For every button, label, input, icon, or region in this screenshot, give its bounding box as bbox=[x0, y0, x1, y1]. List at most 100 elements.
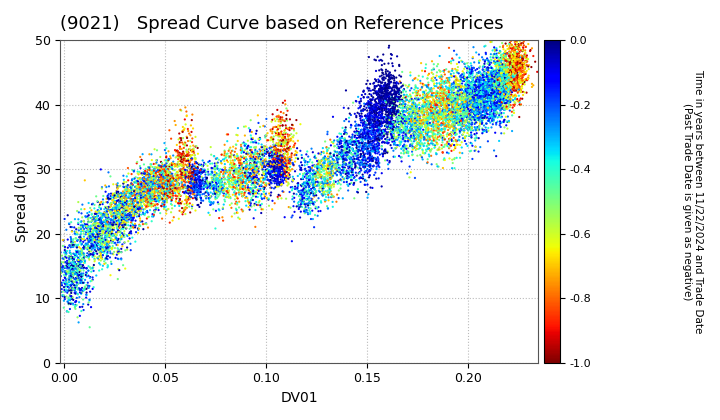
Point bbox=[485, 83, 497, 89]
Point bbox=[277, 131, 289, 138]
Point bbox=[58, 259, 69, 266]
Point bbox=[435, 78, 446, 84]
Point bbox=[140, 182, 152, 189]
Point bbox=[94, 245, 105, 252]
Point bbox=[469, 116, 480, 123]
Point bbox=[341, 149, 353, 155]
Point bbox=[511, 60, 523, 67]
Point bbox=[489, 90, 500, 97]
Point bbox=[391, 120, 402, 126]
Point bbox=[119, 191, 130, 197]
Point bbox=[454, 120, 465, 126]
Point bbox=[359, 131, 371, 137]
Point bbox=[182, 158, 194, 164]
Point bbox=[510, 72, 522, 79]
Point bbox=[410, 87, 422, 94]
Point bbox=[158, 184, 169, 191]
Point bbox=[149, 188, 161, 195]
Point bbox=[331, 152, 343, 159]
Point bbox=[352, 150, 364, 157]
Point bbox=[492, 73, 503, 80]
Point bbox=[505, 54, 517, 61]
Point bbox=[513, 55, 524, 62]
Point bbox=[268, 177, 279, 184]
Point bbox=[428, 118, 439, 125]
Point bbox=[270, 171, 282, 177]
Point bbox=[144, 166, 156, 173]
Point bbox=[192, 183, 203, 190]
Point bbox=[77, 227, 89, 234]
Point bbox=[518, 64, 529, 71]
Point bbox=[405, 91, 416, 98]
Point bbox=[362, 134, 374, 141]
Point bbox=[67, 270, 78, 277]
Point bbox=[76, 249, 88, 256]
Point bbox=[122, 182, 133, 189]
Point bbox=[508, 83, 519, 90]
Point bbox=[181, 167, 193, 174]
Point bbox=[89, 244, 100, 251]
Point bbox=[433, 116, 444, 123]
Point bbox=[114, 209, 125, 215]
Point bbox=[145, 186, 157, 193]
Point bbox=[391, 144, 402, 151]
Point bbox=[76, 250, 87, 257]
Point bbox=[73, 260, 85, 267]
Point bbox=[67, 254, 78, 260]
Point bbox=[446, 116, 458, 123]
Point bbox=[87, 245, 99, 252]
Point bbox=[480, 83, 491, 89]
Point bbox=[357, 131, 369, 138]
Point bbox=[374, 134, 386, 141]
Point bbox=[354, 134, 366, 141]
Point bbox=[451, 94, 463, 101]
Point bbox=[448, 97, 459, 104]
Point bbox=[270, 152, 282, 158]
Point bbox=[194, 168, 206, 175]
Point bbox=[423, 116, 434, 123]
Point bbox=[381, 109, 392, 116]
Point bbox=[464, 94, 475, 101]
Point bbox=[510, 45, 521, 51]
Point bbox=[482, 101, 494, 108]
Point bbox=[156, 195, 168, 202]
Point bbox=[98, 219, 109, 226]
Point bbox=[482, 90, 494, 97]
Point bbox=[514, 38, 526, 45]
Point bbox=[331, 157, 343, 163]
Point bbox=[309, 163, 320, 170]
Point bbox=[513, 78, 525, 85]
Point bbox=[331, 163, 343, 170]
Point bbox=[264, 150, 275, 157]
Point bbox=[163, 182, 174, 189]
Point bbox=[523, 41, 534, 47]
Point bbox=[377, 98, 388, 105]
Point bbox=[340, 124, 351, 131]
Point bbox=[223, 176, 235, 183]
Point bbox=[513, 84, 525, 91]
Point bbox=[475, 75, 487, 82]
Point bbox=[510, 54, 522, 60]
Point bbox=[235, 159, 246, 166]
Point bbox=[448, 113, 459, 119]
Point bbox=[322, 147, 333, 154]
Point bbox=[442, 102, 454, 108]
Point bbox=[486, 86, 498, 92]
Point bbox=[371, 110, 382, 117]
Point bbox=[436, 81, 447, 88]
Point bbox=[467, 68, 479, 75]
Point bbox=[384, 158, 395, 165]
Point bbox=[158, 140, 170, 147]
Point bbox=[336, 146, 348, 153]
Point bbox=[493, 101, 505, 108]
Point bbox=[123, 187, 135, 194]
Point bbox=[373, 119, 384, 126]
Point bbox=[272, 158, 284, 165]
Point bbox=[310, 173, 321, 179]
Point bbox=[428, 96, 439, 103]
Point bbox=[451, 115, 462, 122]
Point bbox=[133, 184, 145, 190]
Point bbox=[474, 89, 485, 96]
Point bbox=[492, 81, 503, 88]
Point bbox=[484, 82, 495, 89]
